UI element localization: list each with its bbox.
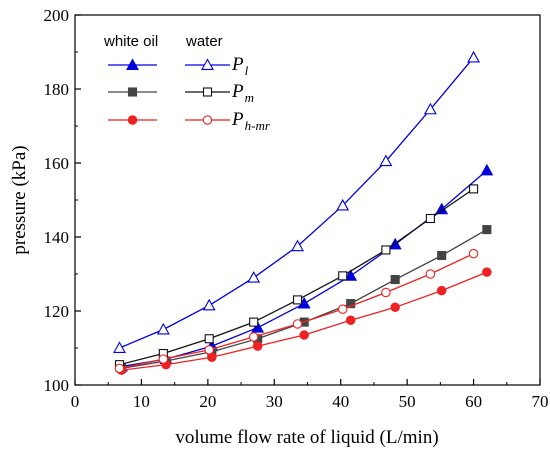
y-tick-label: 180 bbox=[44, 80, 70, 99]
data-point-water-phmr bbox=[292, 319, 303, 329]
legend-item-water-pm bbox=[185, 87, 230, 97]
data-point-water-pl bbox=[379, 154, 393, 167]
x-axis: 0 10 20 30 40 50 60 70 bbox=[71, 379, 549, 411]
data-point-water-pm bbox=[381, 245, 391, 255]
series-oil-pl bbox=[115, 163, 494, 372]
legend-header-white-oil: white oil bbox=[103, 33, 158, 50]
data-point-oil-pm bbox=[482, 225, 492, 235]
data-point-oil-pm bbox=[390, 274, 400, 285]
legend-item-water-phmr bbox=[185, 115, 230, 125]
x-tick-label: 50 bbox=[399, 392, 416, 411]
legend-marker-water-pm bbox=[202, 87, 213, 97]
data-point-water-pl bbox=[247, 271, 261, 283]
data-point-water-pm bbox=[249, 317, 259, 327]
legend-item-water-pl bbox=[185, 58, 230, 70]
legend-label-pm: Pm bbox=[231, 81, 254, 105]
y-axis: 100 120 140 160 180 200 bbox=[44, 6, 81, 395]
data-point-water-pl bbox=[291, 239, 304, 252]
legend: white oil water Pl Pm Ph-mr bbox=[103, 33, 271, 133]
data-point-water-phmr bbox=[114, 363, 125, 374]
x-tick-label: 40 bbox=[332, 392, 349, 411]
y-tick-label: 100 bbox=[44, 376, 70, 395]
data-point-water-pl bbox=[156, 322, 170, 335]
legend-marker-oil-phmr bbox=[127, 115, 138, 125]
x-tick-label: 70 bbox=[532, 392, 549, 411]
data-point-water-pm bbox=[338, 271, 348, 281]
series-layer bbox=[113, 50, 494, 375]
x-tick-label: 20 bbox=[199, 392, 216, 411]
plot-frame bbox=[74, 14, 541, 386]
y-tick-label: 200 bbox=[44, 6, 70, 25]
data-point-water-phmr bbox=[468, 248, 479, 259]
data-point-oil-phmr bbox=[482, 267, 492, 277]
legend-label-phmr: Ph-mr bbox=[231, 109, 271, 133]
y-axis-title: pressure (kPa) bbox=[9, 145, 30, 254]
data-point-oil-pm bbox=[346, 299, 356, 309]
x-tick-label: 60 bbox=[465, 392, 482, 411]
data-point-water-pl bbox=[202, 298, 216, 311]
series-water-phmr bbox=[114, 248, 479, 374]
data-point-water-phmr bbox=[204, 345, 214, 355]
x-tick-label: 10 bbox=[133, 392, 150, 411]
data-point-oil-pl bbox=[251, 321, 265, 333]
data-point-oil-pl bbox=[480, 163, 494, 176]
legend-marker-oil-pl bbox=[126, 58, 139, 70]
legend-label-pl: Pl bbox=[231, 54, 249, 78]
legend-item-oil-phmr bbox=[108, 115, 157, 125]
data-point-oil-phmr bbox=[252, 341, 263, 351]
legend-item-oil-pm bbox=[108, 87, 157, 97]
data-point-water-pl bbox=[336, 198, 350, 211]
data-point-oil-phmr bbox=[299, 330, 309, 340]
legend-item-oil-pl bbox=[108, 58, 157, 70]
x-axis-title: volume flow rate of liquid (L/min) bbox=[175, 427, 438, 448]
legend-header-water: water bbox=[185, 33, 223, 50]
data-point-oil-pm bbox=[437, 250, 447, 261]
legend-marker-oil-pm bbox=[127, 87, 138, 97]
y-tick-label: 140 bbox=[44, 228, 70, 247]
y-tick-label: 120 bbox=[44, 302, 70, 321]
x-tick-label: 0 bbox=[71, 392, 80, 411]
data-point-water-pl bbox=[423, 102, 437, 115]
series-water-pm bbox=[114, 184, 479, 370]
series-line-water-pm bbox=[119, 188, 474, 366]
data-point-water-pl bbox=[467, 50, 481, 63]
data-point-water-pm bbox=[204, 334, 214, 344]
data-point-oil-phmr bbox=[345, 315, 356, 325]
y-tick-label: 160 bbox=[44, 154, 70, 173]
series-oil-phmr bbox=[116, 267, 492, 375]
data-point-water-pm bbox=[292, 295, 303, 305]
legend-marker-water-phmr bbox=[202, 115, 213, 125]
data-point-water-phmr bbox=[425, 269, 436, 279]
data-point-water-phmr bbox=[381, 287, 391, 298]
x-tick-label: 30 bbox=[266, 392, 283, 411]
series-water-pl bbox=[113, 50, 481, 353]
data-point-water-phmr bbox=[248, 332, 259, 342]
data-point-water-phmr bbox=[337, 304, 348, 314]
data-point-water-phmr bbox=[158, 354, 169, 364]
data-point-oil-phmr bbox=[390, 302, 400, 313]
legend-marker-water-pl bbox=[201, 58, 214, 70]
data-point-water-pm bbox=[425, 213, 435, 224]
data-point-oil-pl bbox=[344, 269, 358, 281]
data-point-water-pl bbox=[113, 341, 126, 353]
data-point-oil-phmr bbox=[436, 285, 447, 296]
legend-markers bbox=[108, 58, 230, 125]
data-point-water-pm bbox=[469, 184, 479, 194]
